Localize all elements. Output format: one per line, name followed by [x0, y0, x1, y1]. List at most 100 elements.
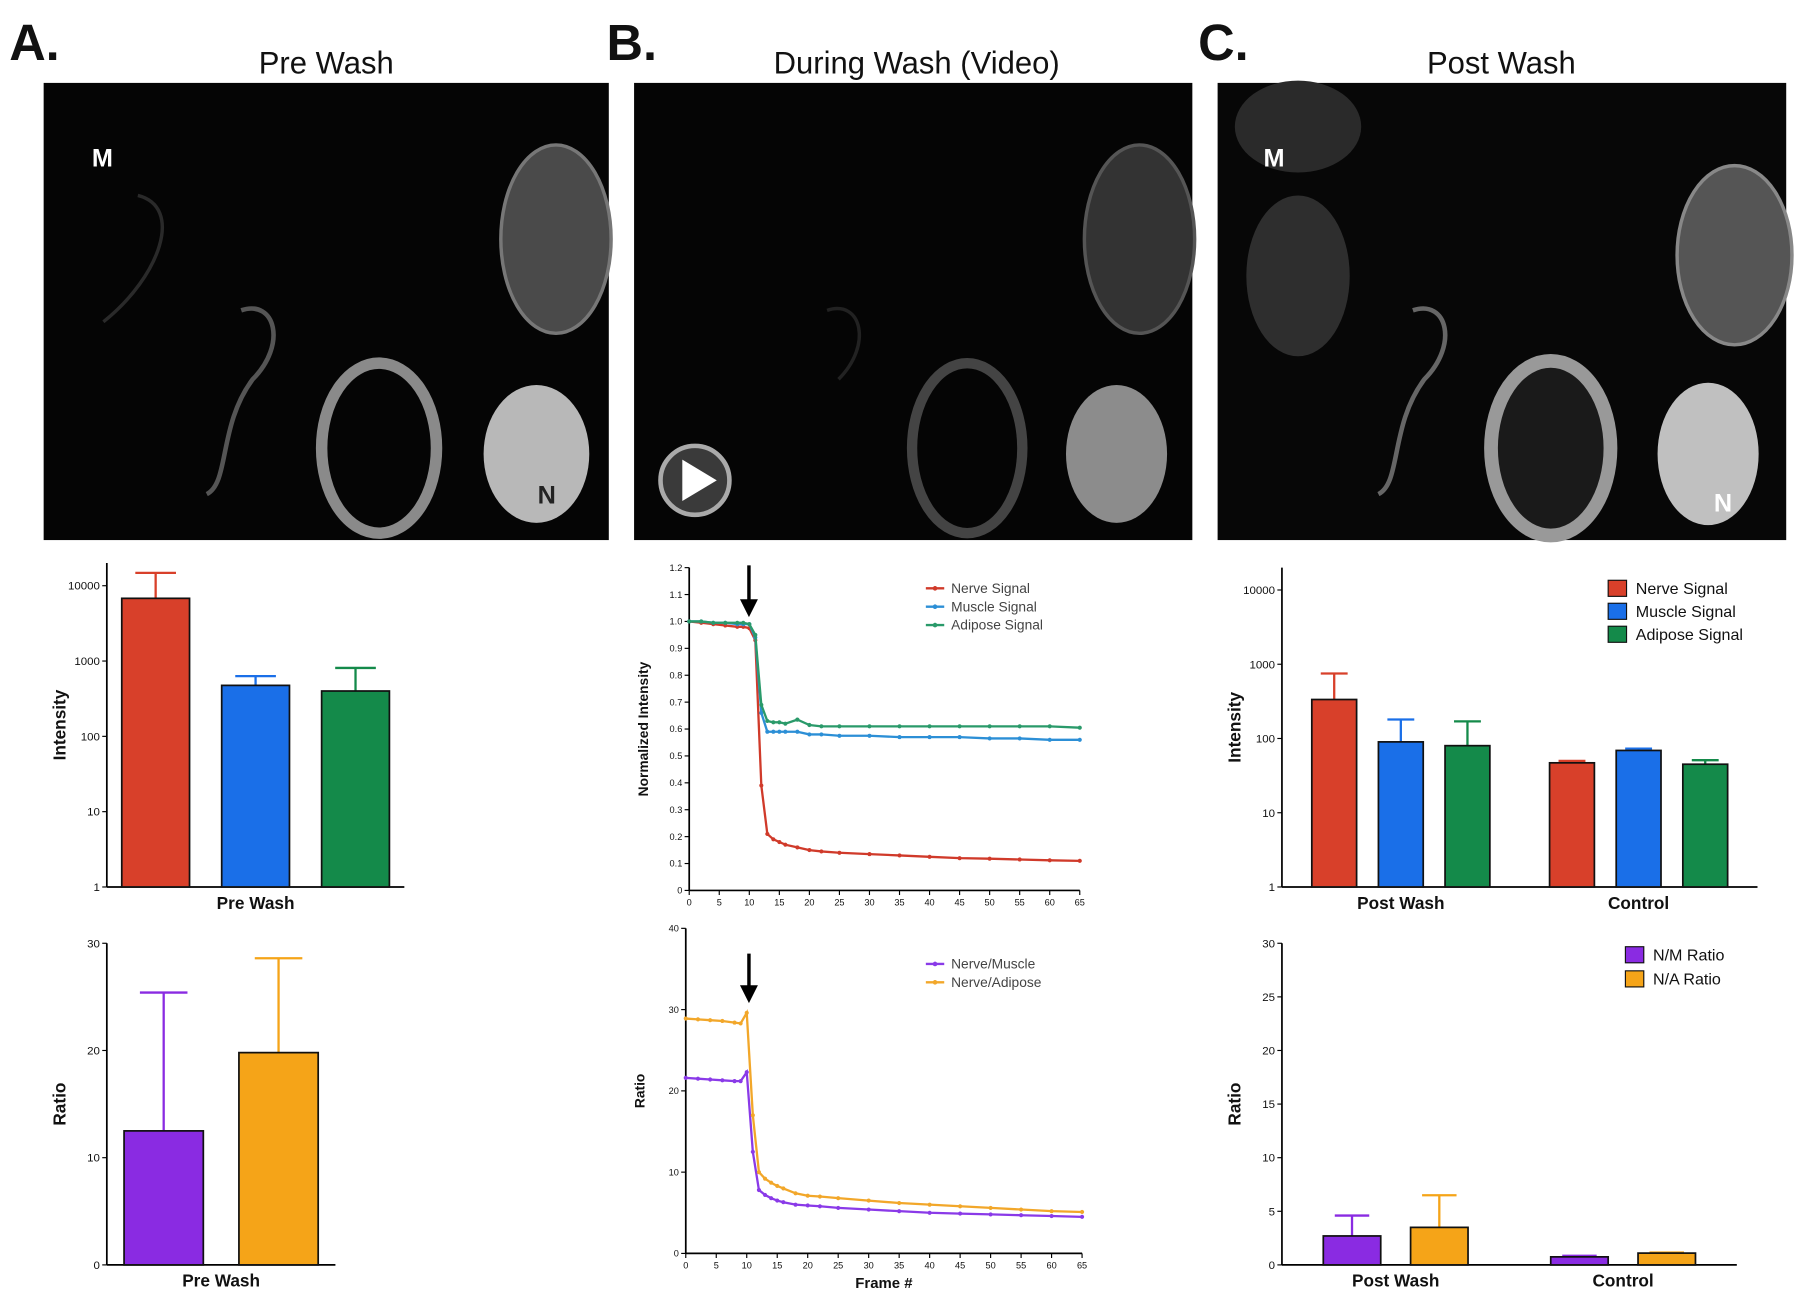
point	[867, 733, 872, 738]
x-tick-label: Post Wash	[1352, 1271, 1439, 1291]
y-tick-label: 0.6	[670, 724, 683, 734]
line	[689, 620, 1080, 741]
point	[819, 724, 824, 729]
y-tick-label: 30	[87, 938, 100, 950]
micrograph: M N	[43, 82, 613, 541]
legend-swatch	[1607, 602, 1628, 620]
bar	[1409, 1226, 1469, 1266]
y-tick-label: 5	[1269, 1206, 1275, 1218]
y-tick-label: 10000	[68, 581, 100, 593]
x-tick-label: Pre Wash	[217, 893, 295, 913]
point	[756, 1187, 761, 1193]
point	[753, 632, 758, 637]
point	[756, 1170, 761, 1175]
point	[837, 733, 842, 738]
y-axis-label: Normalized Intensity	[636, 661, 651, 796]
legend-label: Nerve/Muscle	[951, 957, 1035, 972]
point	[695, 1076, 701, 1081]
point	[927, 1210, 932, 1215]
legend-marker	[932, 622, 938, 628]
bar	[1548, 761, 1596, 888]
bar	[320, 690, 391, 888]
y-tick-label: 0	[94, 1260, 100, 1272]
x-tick-label: 35	[894, 897, 904, 907]
chart: 0 5 10 15 20 25 30 Ratio Post Wash Control N/M Rat…	[1225, 938, 1737, 1291]
y-tick-label: 0.7	[670, 697, 683, 707]
y-tick-label: 0.4	[670, 778, 683, 788]
line	[689, 620, 1080, 862]
point	[1047, 724, 1052, 729]
y-tick-label: 1.0	[670, 617, 683, 627]
point	[775, 1183, 780, 1189]
point	[744, 1010, 749, 1015]
point	[987, 736, 992, 741]
point	[817, 1194, 822, 1199]
y-axis-label: Ratio	[632, 1074, 647, 1108]
x-tick-label: 55	[1016, 1260, 1026, 1270]
point	[957, 724, 962, 729]
y-tick-label: 20	[669, 1086, 679, 1096]
micrograph: M N	[1217, 80, 1794, 543]
image-label: N	[1714, 489, 1732, 517]
x-tick-label: 60	[1046, 1260, 1056, 1270]
point	[720, 1078, 725, 1083]
point	[750, 1113, 755, 1118]
x-axis-label: Frame #	[855, 1275, 913, 1292]
point	[738, 1021, 743, 1026]
point	[759, 702, 764, 707]
point	[958, 1204, 963, 1209]
legend-marker	[932, 980, 938, 985]
chart: 0 10 20 30 40 Ratio Frame # 0 5 10 15 20 25 30 35 40 45 5…	[632, 924, 1087, 1292]
point	[759, 783, 764, 788]
point	[867, 852, 872, 857]
x-tick-label: 5	[714, 1260, 719, 1270]
panel-title: During Wash (Video)	[774, 46, 1060, 81]
point	[759, 710, 764, 715]
point	[987, 724, 992, 729]
point	[927, 724, 932, 729]
y-tick-label: 10	[87, 807, 100, 819]
point	[807, 848, 812, 853]
play-button[interactable]	[658, 443, 732, 518]
point	[927, 735, 932, 740]
bar	[1549, 1255, 1610, 1266]
legend-marker	[932, 604, 938, 609]
point	[836, 1196, 841, 1201]
point	[744, 1070, 749, 1075]
legend-label: Adipose Signal	[1636, 626, 1743, 644]
line	[685, 1068, 1083, 1218]
point	[708, 1018, 713, 1023]
bar	[123, 1130, 205, 1266]
point	[837, 850, 842, 855]
point	[817, 1204, 822, 1209]
point	[783, 729, 788, 734]
point	[771, 720, 776, 725]
bar	[1377, 741, 1425, 888]
point	[765, 718, 770, 724]
arrow	[739, 565, 758, 1004]
point	[867, 724, 872, 729]
x-tick-label: 30	[864, 897, 874, 907]
image-label: M	[92, 145, 113, 173]
x-tick-label: 40	[924, 897, 934, 907]
point	[1080, 1209, 1085, 1215]
y-tick-label: 100	[1256, 734, 1275, 746]
point	[732, 1079, 737, 1084]
point	[750, 1149, 755, 1154]
x-tick-label: Pre Wash	[182, 1271, 260, 1291]
point	[807, 722, 812, 728]
x-tick-label: 0	[683, 1260, 688, 1270]
x-tick-label: Control	[1608, 893, 1669, 913]
bar	[120, 597, 191, 888]
y-tick-label: 20	[1262, 1045, 1275, 1057]
legend-label: Nerve Signal	[951, 581, 1030, 596]
point	[1077, 737, 1082, 742]
legend-marker	[932, 961, 938, 967]
y-tick-label: 40	[669, 924, 679, 934]
x-tick-label: Post Wash	[1357, 893, 1444, 913]
point	[1077, 725, 1082, 730]
x-tick-label: 60	[1045, 897, 1055, 907]
y-tick-label: 10	[87, 1153, 100, 1165]
